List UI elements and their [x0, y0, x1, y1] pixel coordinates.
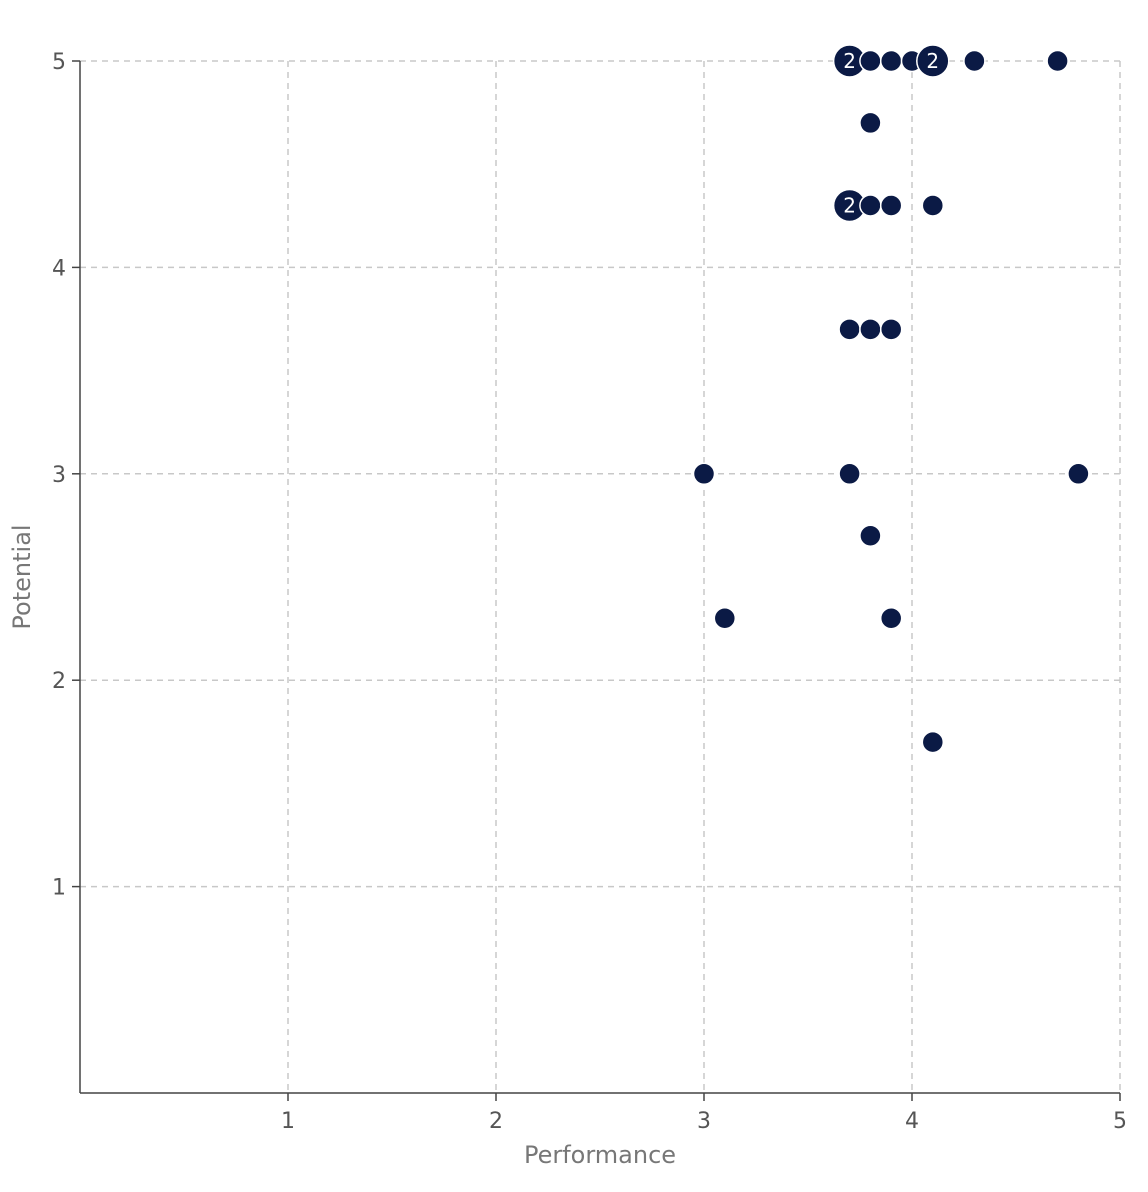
y-tick-label: 5 [52, 50, 66, 75]
data-point[interactable] [879, 607, 903, 630]
data-point[interactable] [1046, 49, 1069, 73]
data-points: 2 2 2 [692, 44, 1090, 754]
y-tick-label: 2 [52, 669, 66, 694]
x-tick-label: 1 [281, 1109, 295, 1134]
data-point[interactable] [859, 318, 882, 341]
cluster-point[interactable] [916, 44, 950, 78]
data-point[interactable] [713, 607, 737, 630]
data-point[interactable] [838, 462, 861, 486]
x-tick-label: 5 [1113, 1109, 1127, 1134]
data-point[interactable] [879, 318, 903, 341]
data-point[interactable] [859, 49, 882, 73]
axes [72, 60, 1121, 1101]
data-point[interactable] [838, 318, 861, 341]
x-axis-title: Performance [524, 1141, 676, 1169]
y-tick-label: 1 [52, 876, 66, 901]
x-tick-label: 3 [697, 1109, 711, 1134]
data-point[interactable] [963, 49, 986, 73]
x-tick-label: 2 [489, 1109, 503, 1134]
data-point[interactable] [879, 194, 903, 217]
data-point[interactable] [859, 524, 882, 547]
data-point[interactable] [859, 111, 882, 135]
y-tick-label: 3 [52, 463, 66, 488]
data-point[interactable] [692, 462, 716, 486]
cluster-count-label: 2 [843, 193, 856, 217]
y-tick-label: 4 [52, 256, 66, 281]
data-point[interactable] [859, 194, 882, 217]
data-point[interactable] [921, 730, 945, 754]
tick-labels: 1 2 3 4 5 1 2 3 4 5 [52, 50, 1127, 1134]
y-axis-title: Potential [8, 524, 36, 629]
x-tick-label: 4 [905, 1109, 919, 1134]
cluster-count-label: 2 [843, 49, 856, 73]
cluster-count-label: 2 [926, 49, 939, 73]
data-point[interactable] [879, 49, 903, 73]
grid-lines [80, 60, 1121, 1093]
data-point[interactable] [921, 194, 945, 217]
data-point[interactable] [1067, 462, 1090, 486]
